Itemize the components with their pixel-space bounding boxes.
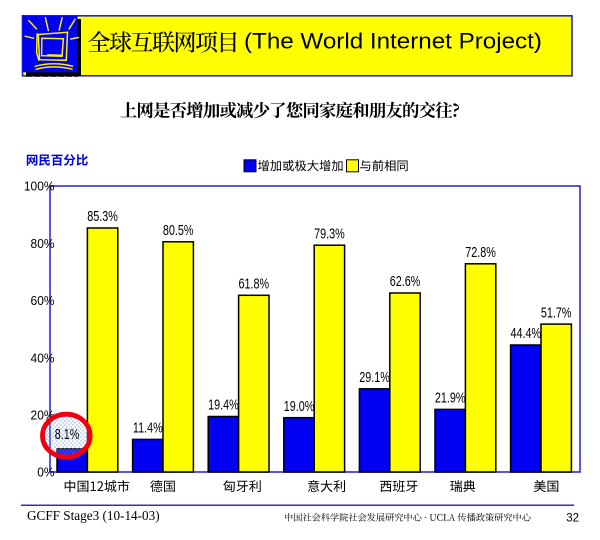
svg-text:21.9%: 21.9% xyxy=(435,389,466,406)
svg-text:60%: 60% xyxy=(31,294,55,309)
svg-text:19.4%: 19.4% xyxy=(208,396,239,413)
svg-text:85.3%: 85.3% xyxy=(87,207,118,224)
svg-text:19.0%: 19.0% xyxy=(284,397,315,414)
svg-text:40%: 40% xyxy=(31,351,55,366)
svg-text:32: 32 xyxy=(566,513,579,525)
svg-text:0%: 0% xyxy=(37,465,54,480)
svg-text:100%: 100% xyxy=(24,179,55,194)
svg-text:72.8%: 72.8% xyxy=(465,243,496,260)
svg-text:79.3%: 79.3% xyxy=(314,225,345,242)
svg-text:80.5%: 80.5% xyxy=(163,221,194,238)
svg-text:51.7%: 51.7% xyxy=(541,304,572,321)
svg-text:61.8%: 61.8% xyxy=(239,275,270,292)
svg-text:11.4%: 11.4% xyxy=(133,419,163,436)
svg-text:62.6%: 62.6% xyxy=(390,272,421,289)
svg-text:GCFF Stage3 (10-14-03): GCFF Stage3 (10-14-03) xyxy=(27,508,160,523)
svg-text:44.4%: 44.4% xyxy=(511,324,542,341)
svg-text:29.1%: 29.1% xyxy=(359,368,390,385)
svg-text:80%: 80% xyxy=(31,236,55,251)
svg-text:8.1%: 8.1% xyxy=(55,425,80,442)
svg-text:(The World Internet Project): (The World Internet Project) xyxy=(244,29,542,54)
